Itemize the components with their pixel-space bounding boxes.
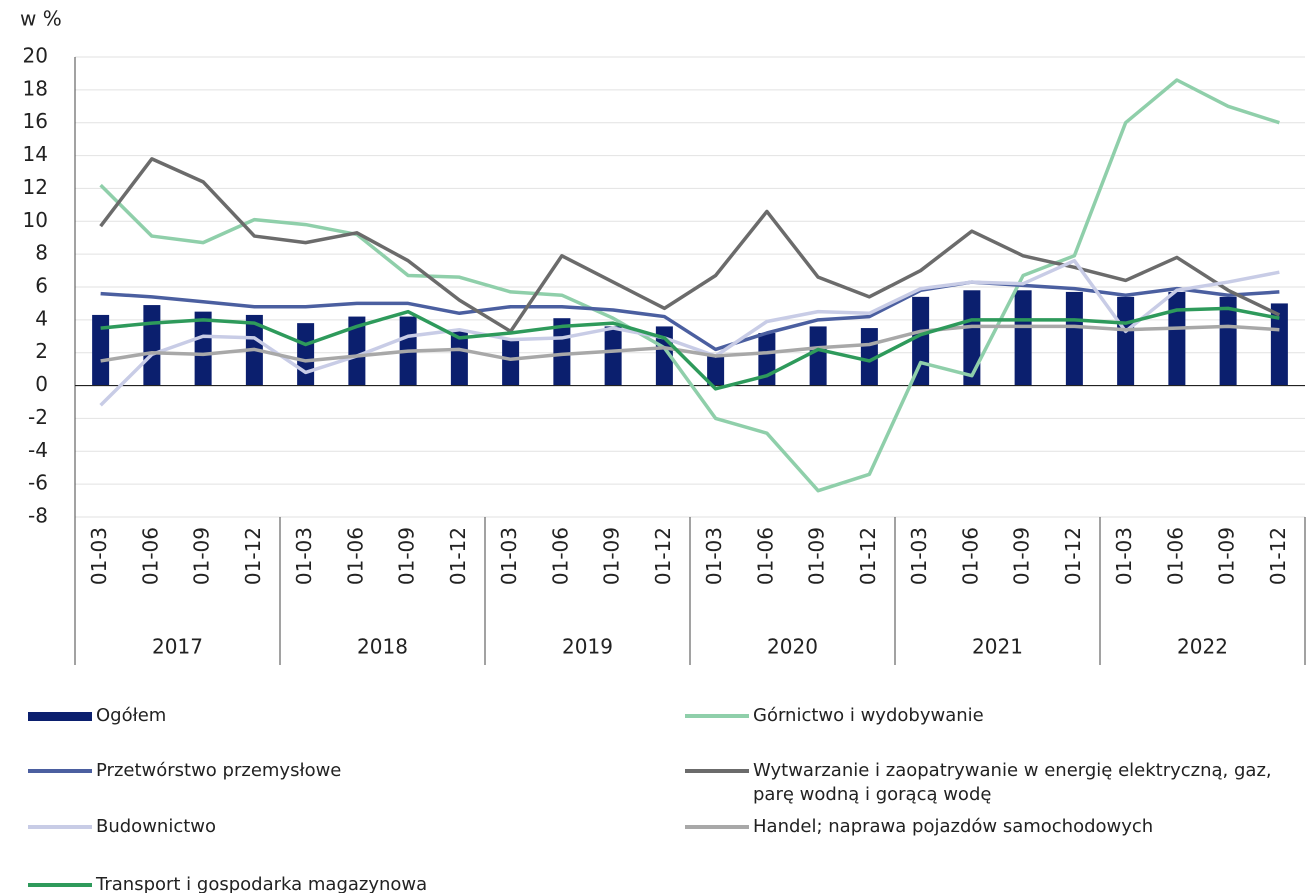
bar	[1065, 291, 1083, 386]
x-tick-label: 01-12	[241, 527, 265, 585]
x-tick-label: 01-06	[138, 527, 162, 585]
y-tick-label: 16	[23, 109, 48, 133]
x-tick-label: 01-09	[190, 527, 214, 585]
x-tick-label: 01-12	[1266, 527, 1290, 585]
y-tick-label: -2	[28, 405, 48, 429]
y-tick-label: 10	[23, 208, 48, 232]
legend-swatch	[28, 883, 92, 887]
x-tick-label: 01-12	[446, 527, 470, 585]
legend-swatch	[28, 825, 92, 829]
x-tick-label: 01-12	[856, 527, 880, 585]
line	[100, 324, 1280, 363]
legend-item: Wytwarzanie i zaopatrywanie w energię el…	[685, 759, 1313, 807]
line	[100, 306, 1280, 391]
bar	[297, 323, 315, 386]
line	[99, 258, 1280, 407]
y-tick-label: 8	[35, 241, 48, 265]
y-axis-label: w %	[20, 7, 62, 31]
bar	[1219, 296, 1237, 386]
x-tick-label: 01-12	[1061, 527, 1085, 585]
x-tick-label: 01-06	[958, 527, 982, 585]
y-tick-label: 6	[35, 274, 48, 298]
legend-label: Ogółem	[96, 705, 167, 726]
legend-item: Handel; naprawa pojazdów samochodowych	[685, 815, 1153, 839]
bar	[1014, 290, 1032, 386]
x-tick-label: 01-03	[497, 527, 521, 585]
legend-label: Wytwarzanie i zaopatrywanie w energię el…	[753, 760, 1272, 805]
legend-swatch	[28, 769, 92, 773]
bar	[553, 318, 571, 386]
legend-label: Handel; naprawa pojazdów samochodowych	[753, 816, 1154, 837]
x-tick-label: 01-09	[600, 527, 624, 585]
chart: w % -8 -6 -4 -2 0 2 4 6 8 10 12 14 16 18 20 2017 2018 201…	[20, 7, 1306, 665]
legend-item: Transport i gospodarka magazynowa	[28, 873, 427, 893]
legend-swatch	[685, 714, 749, 718]
legend-label: Górnictwo i wydobywanie	[753, 705, 984, 726]
y-tick-label: 2	[35, 339, 48, 363]
x-tick-label: 01-03	[292, 527, 316, 585]
y-tick-label: 20	[23, 44, 48, 68]
y-tick-label: -4	[28, 438, 48, 462]
y-tick-label: -8	[28, 504, 48, 528]
bar	[1117, 296, 1135, 386]
bar	[450, 329, 468, 386]
bar	[707, 354, 725, 386]
x-tick-label: 01-09	[805, 527, 829, 585]
group-label: 2021	[972, 635, 1023, 659]
legend-label: Budownictwo	[96, 816, 217, 837]
x-tick-label: 01-06	[548, 527, 572, 585]
x-tick-label: 01-06	[343, 527, 367, 585]
bar	[1270, 303, 1288, 386]
x-tick-label: 01-09	[395, 527, 419, 585]
legend-swatch	[685, 769, 749, 773]
bar	[963, 290, 981, 386]
y-tick-label: 18	[23, 76, 48, 100]
x-tick-label: 01-03	[907, 527, 931, 585]
group-label: 2017	[152, 635, 203, 659]
x-tick-label: 01-06	[753, 527, 777, 585]
x-tick-label: 01-03	[1112, 527, 1136, 585]
line	[99, 78, 1280, 493]
line	[99, 157, 1281, 334]
legend-item: Górnictwo i wydobywanie	[685, 704, 984, 728]
legend-item: Ogółem	[28, 704, 166, 728]
bar	[92, 314, 110, 386]
bar	[604, 326, 622, 386]
legend-label: Przetwórstwo przemysłowe	[96, 760, 342, 781]
x-tick-label: 01-06	[1163, 527, 1187, 585]
bar	[809, 326, 827, 386]
group-label: 2022	[1177, 635, 1228, 659]
legend-item: Budownictwo	[28, 815, 216, 839]
bar	[143, 305, 161, 386]
bar	[194, 311, 212, 386]
bar	[348, 316, 366, 386]
y-tick-label: 4	[35, 306, 48, 330]
y-tick-label: 12	[23, 175, 48, 199]
bar	[502, 339, 520, 386]
x-tick-label: 01-09	[1010, 527, 1034, 585]
y-tick-label: 0	[35, 372, 48, 396]
legend-swatch	[685, 825, 749, 829]
legend-swatch	[28, 712, 92, 721]
x-tick-label: 01-12	[651, 527, 675, 585]
legend-label: Transport i gospodarka magazynowa	[96, 874, 428, 893]
x-tick-label: 01-03	[702, 527, 726, 585]
y-tick-label: -6	[28, 471, 48, 495]
line	[100, 280, 1280, 352]
group-label: 2019	[562, 635, 613, 659]
y-tick-label: 14	[23, 142, 48, 166]
group-label: 2018	[357, 635, 408, 659]
x-tick-label: 01-09	[1215, 527, 1239, 585]
group-label: 2020	[767, 635, 818, 659]
bar	[1168, 291, 1186, 386]
x-tick-label: 01-03	[87, 527, 111, 585]
legend-item: Przetwórstwo przemysłowe	[28, 759, 341, 783]
